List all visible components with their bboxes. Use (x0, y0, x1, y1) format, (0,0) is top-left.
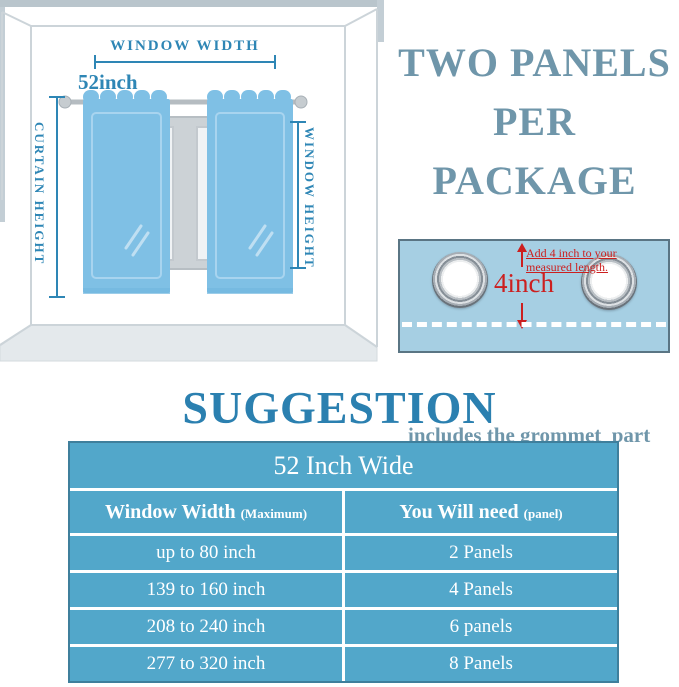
measure-lines (49, 55, 306, 298)
package-title: TWO PANELS PER PACKAGE (390, 33, 679, 210)
cut-line (402, 322, 666, 327)
window-height-label: WINDOW HEIGHT (302, 127, 317, 269)
floor (0, 324, 378, 362)
curtain-panel-left (83, 90, 170, 294)
curtain-height-label: CURTAIN HEIGHT (32, 122, 47, 266)
panels-needed-cell: 4 Panels (345, 573, 617, 607)
suggestion-table: 52 Inch Wide Window Width (Maximum) You … (68, 441, 619, 683)
window-width-cell: up to 80 inch (70, 536, 342, 570)
window-width-cell: 139 to 160 inch (70, 573, 342, 607)
curtain-panel-right (207, 90, 293, 294)
package-title-line2: PER PACKAGE (432, 99, 637, 203)
window-height-measure-line (290, 121, 306, 269)
table-title-row: 52 Inch Wide (70, 443, 617, 488)
suggestion-title: SUGGESTION (182, 382, 497, 433)
col-header-panels: You Will need (panel) (345, 491, 617, 533)
window-width-cell: 208 to 240 inch (70, 610, 342, 644)
panels-needed-cell: 2 Panels (345, 536, 617, 570)
grommet-diagram: 4inch Add 4 inch to your measured length… (398, 239, 670, 353)
table-row: 277 to 320 inch 8 Panels (70, 647, 617, 681)
room-illustration-svg (0, 0, 384, 362)
table-row: 208 to 240 inch 6 panels (70, 610, 617, 644)
grommet-measure-value: 4inch (494, 268, 554, 298)
panels-needed-cell: 6 panels (345, 610, 617, 644)
col-header-panels-text: You Will need (399, 501, 519, 523)
col-header-window-width-text: Window Width (104, 501, 236, 523)
table-row: 139 to 160 inch 4 Panels (70, 573, 617, 607)
package-title-line1: TWO PANELS (398, 40, 671, 85)
window-width-cell: 277 to 320 inch (70, 647, 342, 681)
curtain-height-measure-line (49, 96, 65, 298)
col-header-panels-note: (panel) (523, 506, 563, 521)
col-header-window-width: Window Width (Maximum) (70, 491, 342, 533)
window-width-label: WINDOW WIDTH (110, 38, 260, 54)
grommet-note-line1: Add 4 inch to your (526, 246, 617, 260)
window-width-measure-line (94, 55, 276, 69)
table-header-row: Window Width (Maximum) You Will need (pa… (70, 491, 617, 533)
top-edge-strip (0, 0, 384, 7)
rod-finial-right (294, 95, 308, 109)
grommet-note: Add 4 inch to your measured length. (526, 246, 617, 274)
room-diagram: WINDOW WIDTH 52inch CURTAIN HEIGHT WINDO… (0, 0, 390, 368)
table-title-cell: 52 Inch Wide (70, 443, 617, 488)
grommet-ring-left-icon (432, 252, 488, 308)
grommet-note-line2: measured length. (526, 260, 608, 274)
table-row: up to 80 inch 2 Panels (70, 536, 617, 570)
col-header-window-width-note: (Maximum) (240, 506, 308, 521)
grommet-ring-right-icon (581, 254, 637, 310)
curtain-width-value: 52inch (78, 70, 138, 94)
right-edge-strip (377, 0, 384, 42)
panels-needed-cell: 8 Panels (345, 647, 617, 681)
